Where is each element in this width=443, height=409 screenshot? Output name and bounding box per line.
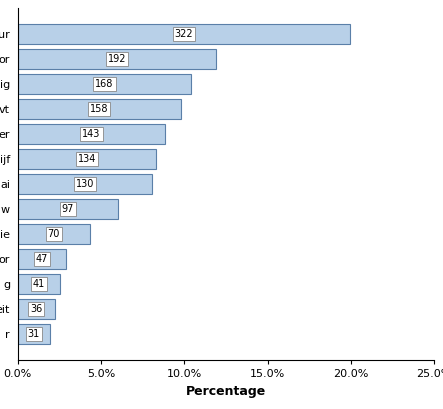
Text: 31: 31 [27, 329, 40, 339]
Text: 97: 97 [62, 204, 74, 214]
Bar [18, 49, 216, 69]
Bar [18, 299, 55, 319]
Text: 168: 168 [95, 79, 113, 89]
Bar [18, 124, 165, 144]
Text: 70: 70 [48, 229, 60, 239]
Bar [18, 24, 350, 44]
Bar [18, 99, 181, 119]
Text: 130: 130 [76, 179, 94, 189]
Bar [18, 74, 191, 94]
Text: 47: 47 [36, 254, 48, 264]
X-axis label: Percentage: Percentage [186, 384, 266, 398]
Text: 134: 134 [78, 154, 96, 164]
Bar [18, 149, 156, 169]
Bar [18, 249, 66, 269]
Bar [18, 274, 60, 294]
Text: 322: 322 [175, 29, 193, 39]
Text: 36: 36 [30, 304, 43, 314]
Bar [18, 199, 118, 219]
Text: 143: 143 [82, 129, 101, 139]
Text: 41: 41 [33, 279, 45, 289]
Bar [18, 324, 50, 344]
Bar [18, 174, 152, 194]
Text: 192: 192 [108, 54, 126, 64]
Text: 158: 158 [90, 104, 109, 114]
Bar [18, 224, 90, 244]
